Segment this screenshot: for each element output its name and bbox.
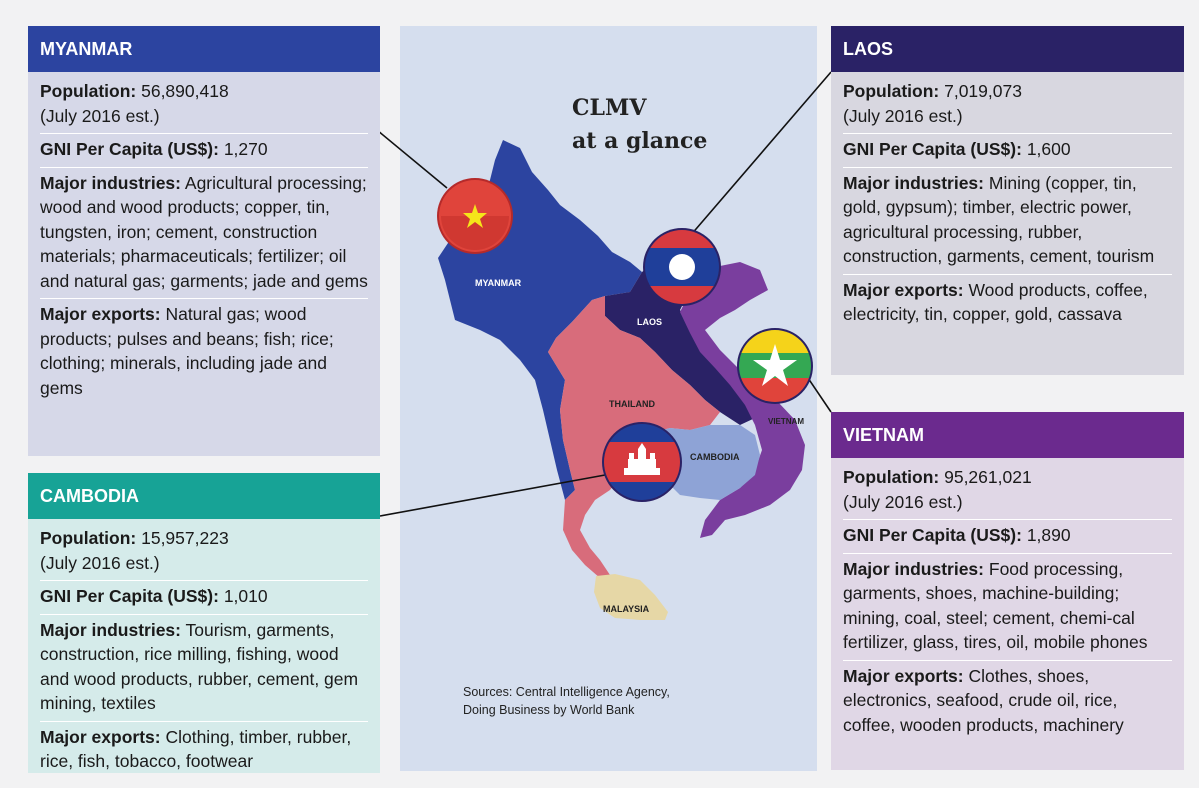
laos-industries-value: Mining (copper, tin, gold, gypsum); timb…	[843, 172, 1155, 267]
vietnam-population-row: Population: 95,261,021 (July 2016 est.)	[843, 462, 1172, 520]
vietnam-gni-value: 1,890	[1026, 525, 1071, 545]
laos-exports-row: Major exports: Wood products, coffee, el…	[843, 275, 1172, 332]
laos-flag-icon	[643, 228, 721, 306]
laos-gni-row: GNI Per Capita (US$): 1,600	[843, 134, 1172, 168]
vietnam-exports-row: Major exports: Clothes, shoes, electroni…	[843, 661, 1172, 743]
cambodia-region	[655, 425, 760, 500]
gni-label: GNI Per Capita (US$):	[40, 586, 219, 606]
myanmar-population-note: (July 2016 est.)	[40, 105, 160, 126]
cambodia-gni-value: 1,010	[223, 586, 268, 606]
population-label: Population:	[843, 81, 940, 101]
cambodia-exports-row: Major exports: Clothing, timber, rubber,…	[40, 722, 368, 779]
exports-label: Major exports:	[40, 726, 161, 747]
cambodia-population-note: (July 2016 est.)	[40, 552, 160, 573]
vietnam-population-value: 95,261,021	[944, 467, 1032, 487]
leader-line-laos	[689, 71, 832, 237]
map-label-myanmar: MYANMAR	[475, 278, 522, 288]
myanmar-population-row: Population: 56,890,418 (July 2016 est.)	[40, 76, 368, 134]
vietnam-industries-row: Major industries: Food processing, garme…	[843, 554, 1172, 661]
myanmar-flag-icon	[737, 328, 813, 404]
myanmar-exports-row: Major exports: Natural gas; wood product…	[40, 299, 368, 405]
laos-card-body: Population: 7,019,073 (July 2016 est.) G…	[831, 72, 1184, 375]
gni-label: GNI Per Capita (US$):	[843, 525, 1022, 545]
vietnam-exports-value: Clothes, shoes, electronics, seafood, cr…	[843, 665, 1124, 735]
malaysia-region	[594, 574, 668, 620]
cambodia-gni-row: GNI Per Capita (US$): 1,010	[40, 581, 368, 615]
vietnam-region	[680, 262, 805, 538]
vietnam-card-title: VIETNAM	[831, 412, 1184, 458]
myanmar-card-body: Population: 56,890,418 (July 2016 est.) …	[28, 72, 380, 456]
map-label-thailand: THAILAND	[609, 399, 655, 409]
map-title: CLMV at a glance	[572, 92, 707, 158]
exports-label: Major exports:	[843, 665, 964, 686]
cambodia-card-title: CAMBODIA	[28, 473, 380, 519]
cambodia-population-value: 15,957,223	[141, 528, 229, 548]
cambodia-population-row: Population: 15,957,223 (July 2016 est.)	[40, 523, 368, 581]
industries-label: Major industries:	[843, 558, 984, 579]
map-label-vietnam: VIETNAM	[768, 417, 804, 426]
myanmar-industries-row: Major industries: Agricultural processin…	[40, 168, 368, 299]
vietnam-population-note: (July 2016 est.)	[843, 491, 963, 512]
vietnam-card-body: Population: 95,261,021 (July 2016 est.) …	[831, 458, 1184, 770]
vietnam-gni-row: GNI Per Capita (US$): 1,890	[843, 520, 1172, 554]
map-label-cambodia: CAMBODIA	[690, 452, 740, 462]
vietnam-card: VIETNAM Population: 95,261,021 (July 201…	[831, 412, 1184, 770]
sources-note: Sources: Central Intelligence Agency, Do…	[463, 683, 670, 719]
cambodia-card-body: Population: 15,957,223 (July 2016 est.) …	[28, 519, 380, 773]
myanmar-gni-row: GNI Per Capita (US$): 1,270	[40, 134, 368, 168]
laos-region	[605, 258, 755, 425]
industries-label: Major industries:	[843, 172, 984, 193]
map-title-line2: at a glance	[572, 128, 708, 154]
laos-industries-row: Major industries: Mining (copper, tin, g…	[843, 168, 1172, 275]
myanmar-population-value: 56,890,418	[141, 81, 229, 101]
myanmar-card-title: MYANMAR	[28, 26, 380, 72]
myanmar-gni-value: 1,270	[223, 139, 268, 159]
industries-label: Major industries:	[40, 172, 181, 193]
cambodia-exports-value: Clothing, timber, rubber, rice, fish, to…	[40, 726, 352, 772]
gni-label: GNI Per Capita (US$):	[40, 139, 219, 159]
laos-population-value: 7,019,073	[944, 81, 1022, 101]
exports-label: Major exports:	[40, 304, 161, 324]
map-title-line1: CLMV	[572, 95, 647, 121]
sources-line2: Doing Business by World Bank	[463, 703, 635, 717]
laos-population-note: (July 2016 est.)	[843, 105, 963, 126]
cambodia-card: CAMBODIA Population: 15,957,223 (July 20…	[28, 473, 380, 773]
vietnam-industries-value: Food processing, garments, shoes, machin…	[843, 558, 1148, 653]
laos-card-title: LAOS	[831, 26, 1184, 72]
laos-card: LAOS Population: 7,019,073 (July 2016 es…	[831, 26, 1184, 375]
gni-label: GNI Per Capita (US$):	[843, 139, 1022, 159]
map-label-malaysia: MALAYSIA	[603, 604, 650, 614]
leader-line-vietnam	[807, 377, 832, 413]
myanmar-card: MYANMAR Population: 56,890,418 (July 201…	[28, 26, 380, 456]
cambodia-flag-icon	[602, 422, 682, 502]
population-label: Population:	[843, 467, 940, 487]
myanmar-exports-value: Natural gas; wood products; pulses and b…	[40, 304, 334, 398]
myanmar-industries-value: Agricultural processing; wood and wood p…	[40, 172, 368, 291]
industries-label: Major industries:	[40, 619, 181, 640]
laos-gni-value: 1,600	[1026, 139, 1071, 159]
cambodia-industries-row: Major industries: Tourism, garments, con…	[40, 615, 368, 722]
laos-population-row: Population: 7,019,073 (July 2016 est.)	[843, 76, 1172, 134]
map-label-laos: LAOS	[637, 317, 662, 327]
sources-line1: Sources: Central Intelligence Agency,	[463, 685, 670, 699]
population-label: Population:	[40, 528, 137, 548]
laos-exports-value: Wood products, coffee, electricity, tin,…	[843, 279, 1148, 325]
exports-label: Major exports:	[843, 279, 964, 300]
cambodia-industries-value: Tourism, garments, construction, rice mi…	[40, 619, 359, 714]
vietnam-flag-icon	[437, 178, 513, 254]
leader-line-cambodia	[379, 474, 606, 517]
population-label: Population:	[40, 81, 137, 101]
